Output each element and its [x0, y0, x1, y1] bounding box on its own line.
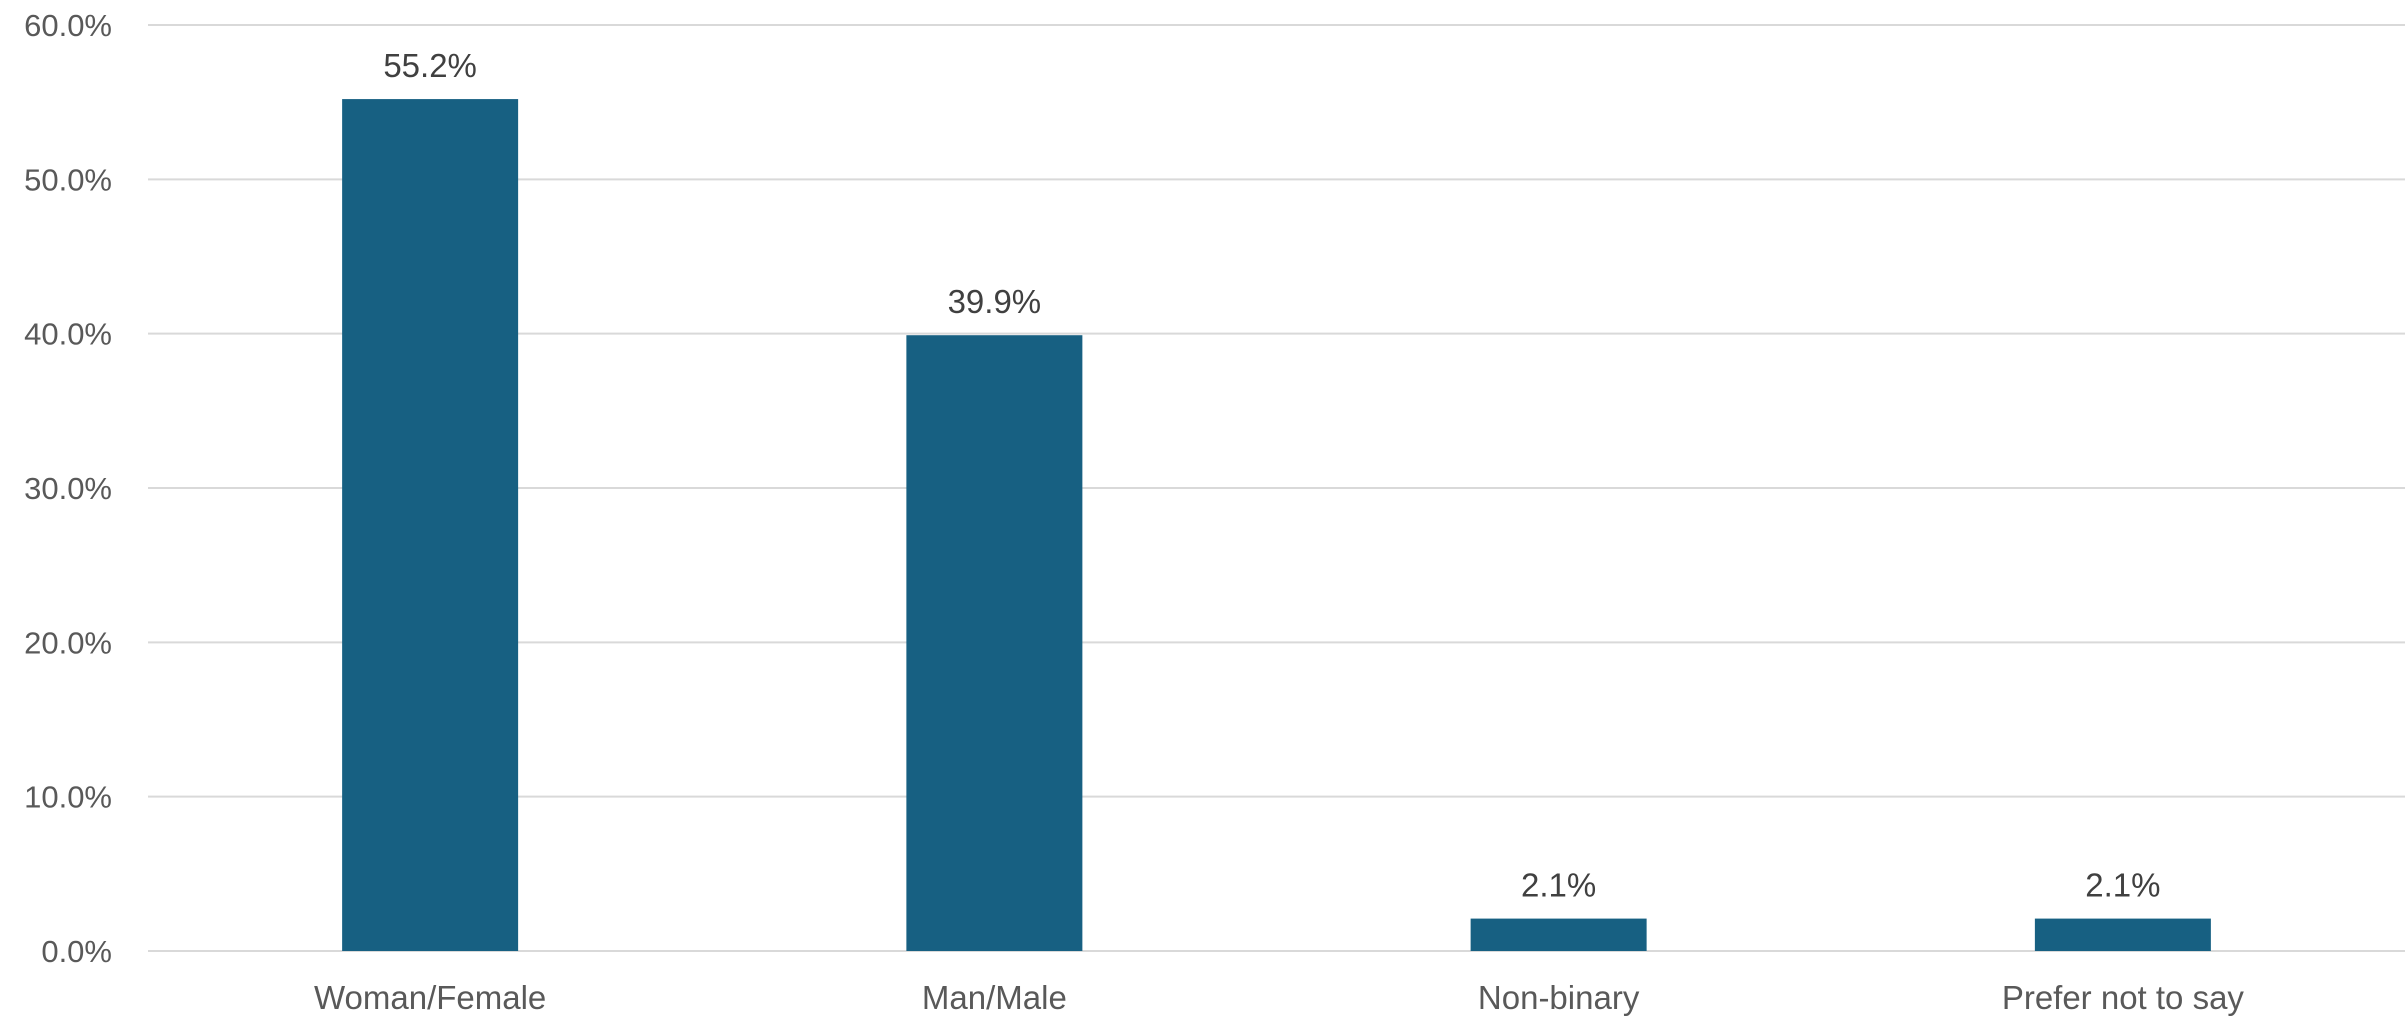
category-label: Woman/Female: [314, 979, 546, 1016]
x-axis-category-labels: Woman/Female Man/Male Non-binary Prefer not…: [314, 979, 2244, 1016]
bar: [906, 335, 1083, 952]
y-tick-label: 10.0%: [24, 780, 112, 815]
bar: [342, 99, 519, 951]
y-tick-label: 0.0%: [41, 934, 112, 969]
category-label: Man/Male: [922, 979, 1067, 1016]
y-tick-label: 20.0%: [24, 625, 112, 660]
category-label: Prefer not to say: [2002, 979, 2245, 1016]
y-tick-label: 50.0%: [24, 162, 112, 197]
category-label: Non-binary: [1478, 979, 1640, 1016]
bars: [342, 99, 2211, 952]
y-tick-label: 60.0%: [24, 8, 112, 43]
data-label: 2.1%: [2085, 867, 2160, 904]
bar: [1470, 918, 1647, 951]
data-labels: 55.2% 39.9% 2.1% 2.1%: [383, 47, 2160, 904]
data-label: 2.1%: [1521, 867, 1596, 904]
y-tick-label: 30.0%: [24, 471, 112, 506]
gridlines: [148, 24, 2405, 952]
bar: [2034, 918, 2211, 951]
y-axis-tick-labels: 0.0% 10.0% 20.0% 30.0% 40.0% 50.0% 60.0%: [24, 8, 112, 969]
data-label: 39.9%: [948, 283, 1042, 320]
y-tick-label: 40.0%: [24, 317, 112, 352]
data-label: 55.2%: [383, 47, 477, 84]
